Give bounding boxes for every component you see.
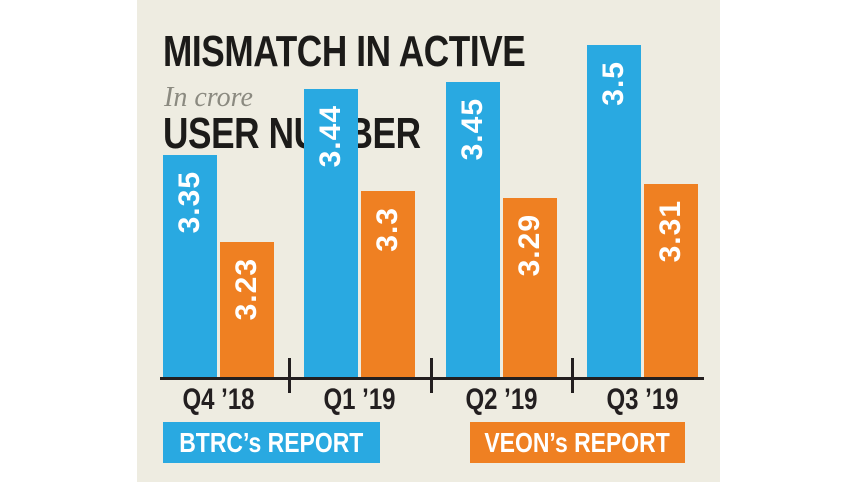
bar-value-label: 3.45 <box>456 98 489 161</box>
x-axis-label-3: Q3 ’19 <box>606 383 679 416</box>
chart-title-line1: MISMATCH IN ACTIVE <box>163 27 526 76</box>
bar-btrc-1: 3.44 <box>304 89 358 377</box>
plot-area: 3.35 3.23 Q4 ’18 3.44 3.3 Q1 ’19 3.45 3.29 Q2 ’1… <box>137 0 720 482</box>
bar-value-label: 3.35 <box>173 171 206 234</box>
x-axis-tick-0 <box>288 358 291 393</box>
x-axis-label-0: Q4 ’18 <box>182 383 255 416</box>
bar-btrc-2: 3.45 <box>446 82 500 377</box>
bar-value-label: 3.31 <box>654 200 687 263</box>
bar-veon-1: 3.3 <box>361 191 415 377</box>
bar-btrc-0: 3.35 <box>163 155 217 377</box>
bar-veon-2: 3.29 <box>503 198 557 377</box>
legend-btrc-label: BTRC’s REPORT <box>179 426 364 458</box>
bar-value-label: 3.3 <box>371 207 404 252</box>
legend-veon: VEON’s REPORT <box>470 422 685 463</box>
bar-value-label: 3.5 <box>597 61 630 106</box>
x-axis-tick-2 <box>571 358 574 393</box>
bar-value-label: 3.29 <box>513 214 546 277</box>
chart-subtitle: In crore <box>164 82 253 113</box>
x-axis-label-2: Q2 ’19 <box>465 383 538 416</box>
x-axis-label-1: Q1 ’19 <box>323 383 396 416</box>
legend-veon-label: VEON’s REPORT <box>484 426 671 458</box>
bar-btrc-3: 3.5 <box>587 45 641 377</box>
bar-value-label: 3.23 <box>230 258 263 321</box>
bar-veon-3: 3.31 <box>644 184 698 377</box>
bar-veon-0: 3.23 <box>220 242 274 377</box>
legend-btrc: BTRC’s REPORT <box>163 422 380 463</box>
x-axis-tick-1 <box>430 358 433 393</box>
panel: MISMATCH IN ACTIVE USER NUMBER In crore … <box>137 0 720 482</box>
bar-value-label: 3.44 <box>314 105 347 168</box>
